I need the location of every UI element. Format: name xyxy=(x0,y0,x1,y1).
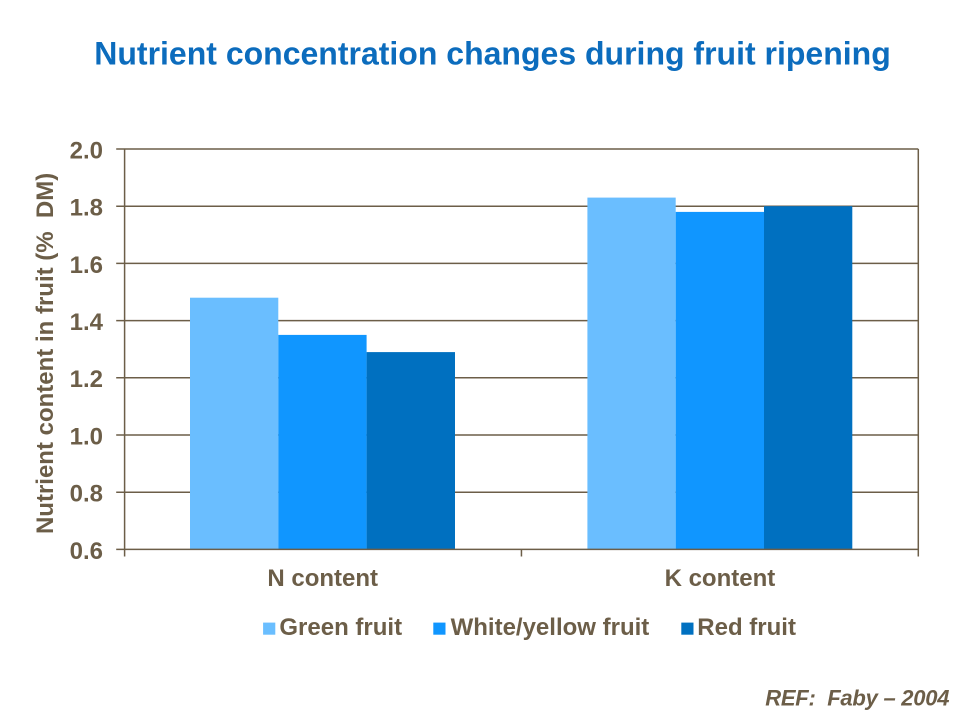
svg-text:2.0: 2.0 xyxy=(70,137,103,164)
svg-text:K content: K content xyxy=(665,565,776,592)
svg-text:N content: N content xyxy=(267,565,378,592)
svg-text:0.8: 0.8 xyxy=(70,481,103,508)
svg-text:Green fruit: Green fruit xyxy=(279,614,402,641)
svg-text:REF: Faby – 2004: REF: Faby – 2004 xyxy=(765,686,949,711)
svg-text:1.2: 1.2 xyxy=(70,366,103,393)
svg-text:1.8: 1.8 xyxy=(70,195,103,222)
svg-text:0.6: 0.6 xyxy=(70,538,103,565)
svg-text:Nutrient content in fruit (%: Nutrient content in fruit (% DM) xyxy=(32,173,59,534)
svg-text:1.6: 1.6 xyxy=(70,252,103,279)
svg-text:1.4: 1.4 xyxy=(70,309,104,336)
svg-text:1.0: 1.0 xyxy=(70,423,103,450)
svg-text:White/yellow fruit: White/yellow fruit xyxy=(451,614,650,641)
svg-text:Nutrient concentration changes: Nutrient concentration changes during fr… xyxy=(94,35,890,71)
svg-text:Red fruit: Red fruit xyxy=(697,614,796,641)
